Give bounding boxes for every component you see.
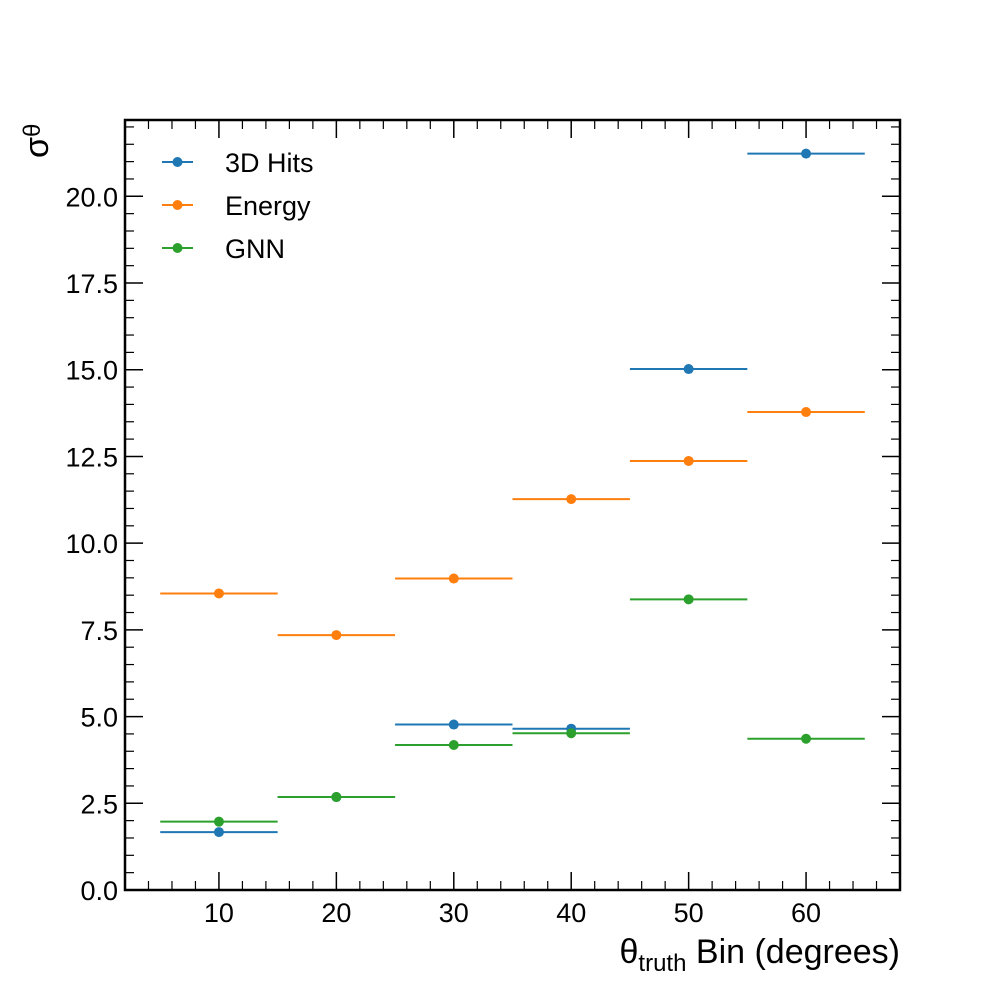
y-tick-label: 0.0 [80,876,118,906]
y-axis-label: σθ [18,124,56,158]
legend-label: GNN [225,234,285,264]
legend-label: 3D Hits [225,148,314,178]
data-point [801,148,812,159]
data-point [801,407,812,418]
y-tick-label: 20.0 [65,182,118,212]
legend-marker [172,157,183,167]
y-tick-label: 12.5 [65,442,118,472]
data-point [213,588,224,599]
y-tick-label: 10.0 [65,529,118,559]
x-tick-label: 20 [321,898,351,928]
ticks-layer: 10 20 30 40 50 60 0.0 2.5 5.0 7.5 10.0 12.5 15.0 17.5… [65,120,901,928]
x-tick-label: 50 [674,898,704,928]
data-point [448,719,459,730]
data-point [683,594,694,605]
x-tick-label: 10 [204,898,234,928]
data-point [801,733,812,744]
y-tick-label: 17.5 [65,269,118,299]
x-tick-label: 30 [439,898,469,928]
data-point [331,630,342,641]
x-axis-label: θtruth Bin (degrees) [620,933,901,977]
data-point [448,573,459,584]
data-layer [160,148,865,838]
plot-frame [123,118,902,892]
data-point [331,792,342,803]
data-point [448,740,459,751]
data-point [566,728,577,739]
y-tick-label: 15.0 [65,356,118,386]
legend-marker [172,200,183,210]
data-point [213,827,224,838]
y-tick-label: 5.0 [80,703,118,733]
x-tick-label: 60 [791,898,821,928]
data-point [683,364,694,375]
data-point [683,455,694,466]
legend-label: Energy [225,191,311,221]
x-tick-label: 40 [556,898,586,928]
data-point [213,816,224,827]
y-tick-label: 7.5 [80,616,118,646]
data-point [566,494,577,505]
legend: 3D Hits Energy GNN [162,148,314,264]
y-tick-label: 2.5 [80,789,118,819]
legend-marker [172,243,183,253]
